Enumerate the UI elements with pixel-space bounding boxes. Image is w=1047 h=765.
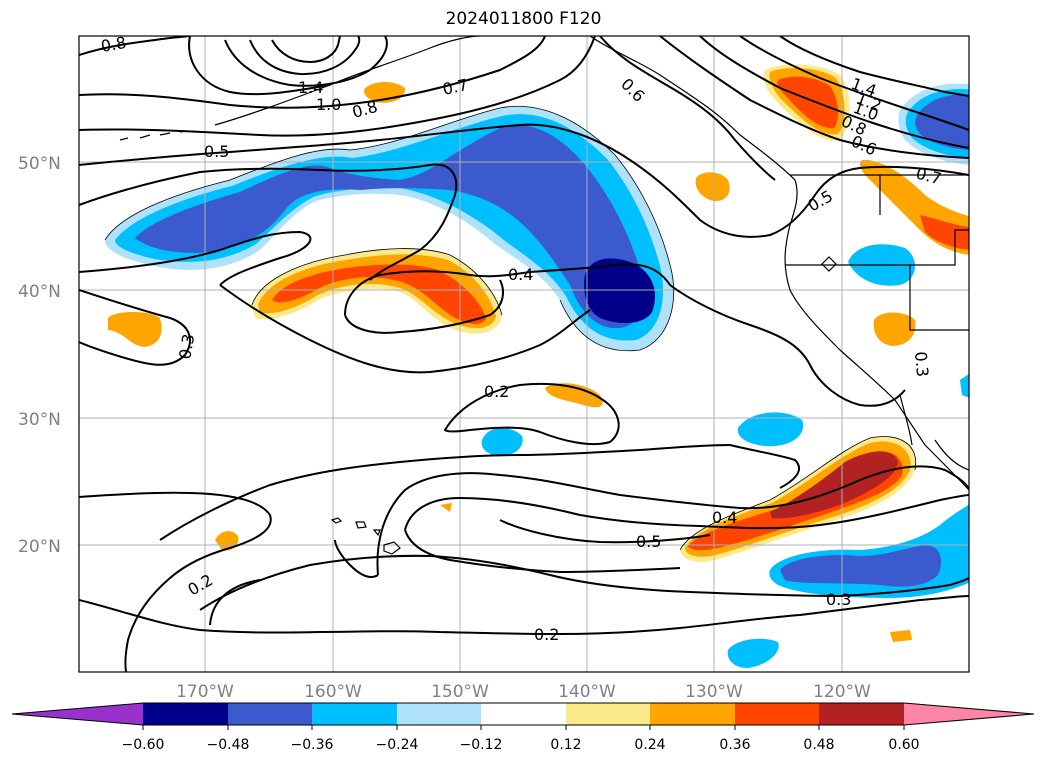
- contour-label: 0.3: [175, 332, 198, 360]
- lat-label: 20°N: [18, 537, 61, 557]
- contours: [79, 36, 969, 672]
- colorbar-segment: [481, 703, 566, 725]
- colorbar-tick-label: −0.48: [207, 737, 250, 753]
- contour-label: 0.5: [204, 142, 229, 161]
- gridlines: [79, 36, 969, 672]
- colorbar-max-extend: [904, 703, 1034, 725]
- latitude-labels: 50°N 40°N 30°N 20°N: [18, 154, 61, 557]
- lon-label: 130°W: [685, 682, 743, 702]
- contour-label: 1.4: [298, 78, 323, 97]
- lon-label: 120°W: [813, 682, 871, 702]
- colorbar-segment: [650, 703, 735, 725]
- contour-label: 0.5: [636, 532, 661, 551]
- colorbar-tick-label: −0.12: [460, 737, 503, 753]
- colorbar-tick-label: 0.12: [550, 737, 581, 753]
- contour-label: 0.3: [911, 351, 932, 378]
- contour-label: 1.0: [316, 95, 341, 114]
- colorbar-segment: [397, 703, 482, 725]
- map-border: [78, 35, 970, 673]
- contour-label: 0.2: [534, 625, 559, 644]
- shade-outlines: [104, 105, 917, 551]
- colorbar-tick-label: −0.24: [376, 737, 419, 753]
- colorbar-tick-label: 0.60: [888, 737, 919, 753]
- colorbar-segment: [143, 703, 228, 725]
- lon-label: 170°W: [176, 682, 234, 702]
- colorbar-min-extend: [12, 703, 143, 725]
- colorbar-segment: [735, 703, 820, 725]
- colorbar-tick-labels: −0.60 −0.48 −0.36 −0.24 −0.12 0.12 0.24 …: [122, 737, 920, 753]
- colorbar-ticks: [142, 725, 905, 730]
- contour-label: 0.2: [484, 382, 509, 401]
- colorbar-segment: [228, 703, 313, 725]
- colorbar-segment: [312, 703, 397, 725]
- colorbar-tick-label: 0.36: [719, 737, 750, 753]
- longitude-labels: 170°W 160°W 150°W 140°W 130°W 120°W: [176, 682, 871, 702]
- lat-label: 50°N: [18, 154, 61, 174]
- map-title: 2024011800 F120: [445, 9, 602, 29]
- contour-label: 0.4: [508, 265, 533, 284]
- colorbar-tick-label: −0.60: [122, 737, 165, 753]
- lon-label: 160°W: [304, 682, 362, 702]
- positive-shading: [108, 64, 969, 642]
- lat-label: 30°N: [18, 410, 61, 430]
- contour-label: 0.8: [99, 33, 127, 56]
- colorbar-segment: [566, 703, 651, 725]
- colorbar-tick-label: 0.24: [634, 737, 665, 753]
- colorbar-segment: [819, 703, 904, 725]
- coastlines: [119, 36, 969, 555]
- contour-label: 0.7: [441, 75, 470, 99]
- lat-label: 40°N: [18, 282, 61, 302]
- contour-label: 0.3: [826, 590, 851, 609]
- contour-label: 0.4: [712, 508, 737, 527]
- colorbar: −0.60 −0.48 −0.36 −0.24 −0.12 0.12 0.24 …: [11, 702, 1035, 753]
- colorbar-tick-label: 0.48: [803, 737, 834, 753]
- lon-label: 150°W: [431, 682, 489, 702]
- colorbar-tick-label: −0.36: [291, 737, 334, 753]
- lon-label: 140°W: [558, 682, 616, 702]
